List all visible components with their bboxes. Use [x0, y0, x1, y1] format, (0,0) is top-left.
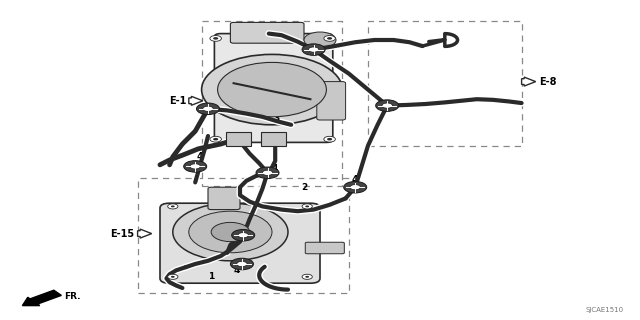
Circle shape: [211, 222, 250, 242]
FancyBboxPatch shape: [208, 187, 240, 210]
Text: FR.: FR.: [64, 292, 81, 301]
Text: 4: 4: [196, 152, 203, 161]
Text: 4: 4: [237, 236, 243, 245]
Circle shape: [184, 161, 207, 172]
Circle shape: [302, 204, 312, 209]
Circle shape: [376, 100, 399, 111]
FancyBboxPatch shape: [230, 22, 304, 43]
Circle shape: [230, 258, 253, 270]
Text: 1: 1: [208, 272, 214, 281]
Circle shape: [168, 274, 178, 279]
Circle shape: [213, 138, 218, 140]
FancyBboxPatch shape: [317, 82, 346, 120]
Text: 3: 3: [273, 114, 280, 123]
Text: 4: 4: [352, 175, 358, 184]
Circle shape: [238, 233, 248, 238]
Circle shape: [302, 44, 325, 55]
FancyArrow shape: [522, 77, 536, 86]
Circle shape: [324, 136, 335, 142]
Circle shape: [190, 164, 200, 169]
Text: E-8: E-8: [540, 76, 557, 87]
Circle shape: [256, 167, 279, 179]
Circle shape: [324, 36, 335, 41]
FancyArrow shape: [138, 229, 152, 238]
Circle shape: [305, 276, 309, 278]
Circle shape: [210, 136, 221, 142]
Circle shape: [344, 181, 367, 193]
Text: 4: 4: [307, 36, 314, 44]
Text: 4: 4: [272, 164, 278, 172]
FancyBboxPatch shape: [160, 203, 320, 283]
Circle shape: [232, 229, 255, 241]
FancyBboxPatch shape: [261, 132, 286, 146]
Circle shape: [218, 62, 326, 117]
FancyBboxPatch shape: [305, 242, 344, 254]
Circle shape: [173, 203, 288, 261]
Text: E-1: E-1: [169, 96, 186, 106]
Circle shape: [327, 37, 332, 40]
Text: 4: 4: [234, 266, 240, 275]
Text: SJCAE1510: SJCAE1510: [586, 308, 624, 313]
FancyArrow shape: [22, 290, 61, 306]
Circle shape: [203, 106, 213, 111]
Circle shape: [302, 274, 312, 279]
Circle shape: [168, 204, 178, 209]
Circle shape: [304, 32, 336, 48]
Circle shape: [327, 138, 332, 140]
Circle shape: [237, 261, 247, 267]
Text: E-15: E-15: [110, 228, 134, 239]
Circle shape: [171, 276, 175, 278]
Circle shape: [305, 205, 309, 207]
Circle shape: [196, 103, 220, 115]
Circle shape: [382, 103, 392, 108]
Circle shape: [308, 47, 319, 52]
FancyBboxPatch shape: [214, 34, 333, 142]
Circle shape: [350, 185, 360, 190]
FancyBboxPatch shape: [226, 132, 251, 146]
Circle shape: [202, 54, 342, 125]
Text: 2: 2: [301, 183, 307, 192]
Circle shape: [262, 170, 273, 175]
Circle shape: [189, 211, 272, 253]
FancyArrow shape: [189, 96, 203, 105]
Circle shape: [210, 36, 221, 41]
Circle shape: [213, 37, 218, 40]
Circle shape: [171, 205, 175, 207]
